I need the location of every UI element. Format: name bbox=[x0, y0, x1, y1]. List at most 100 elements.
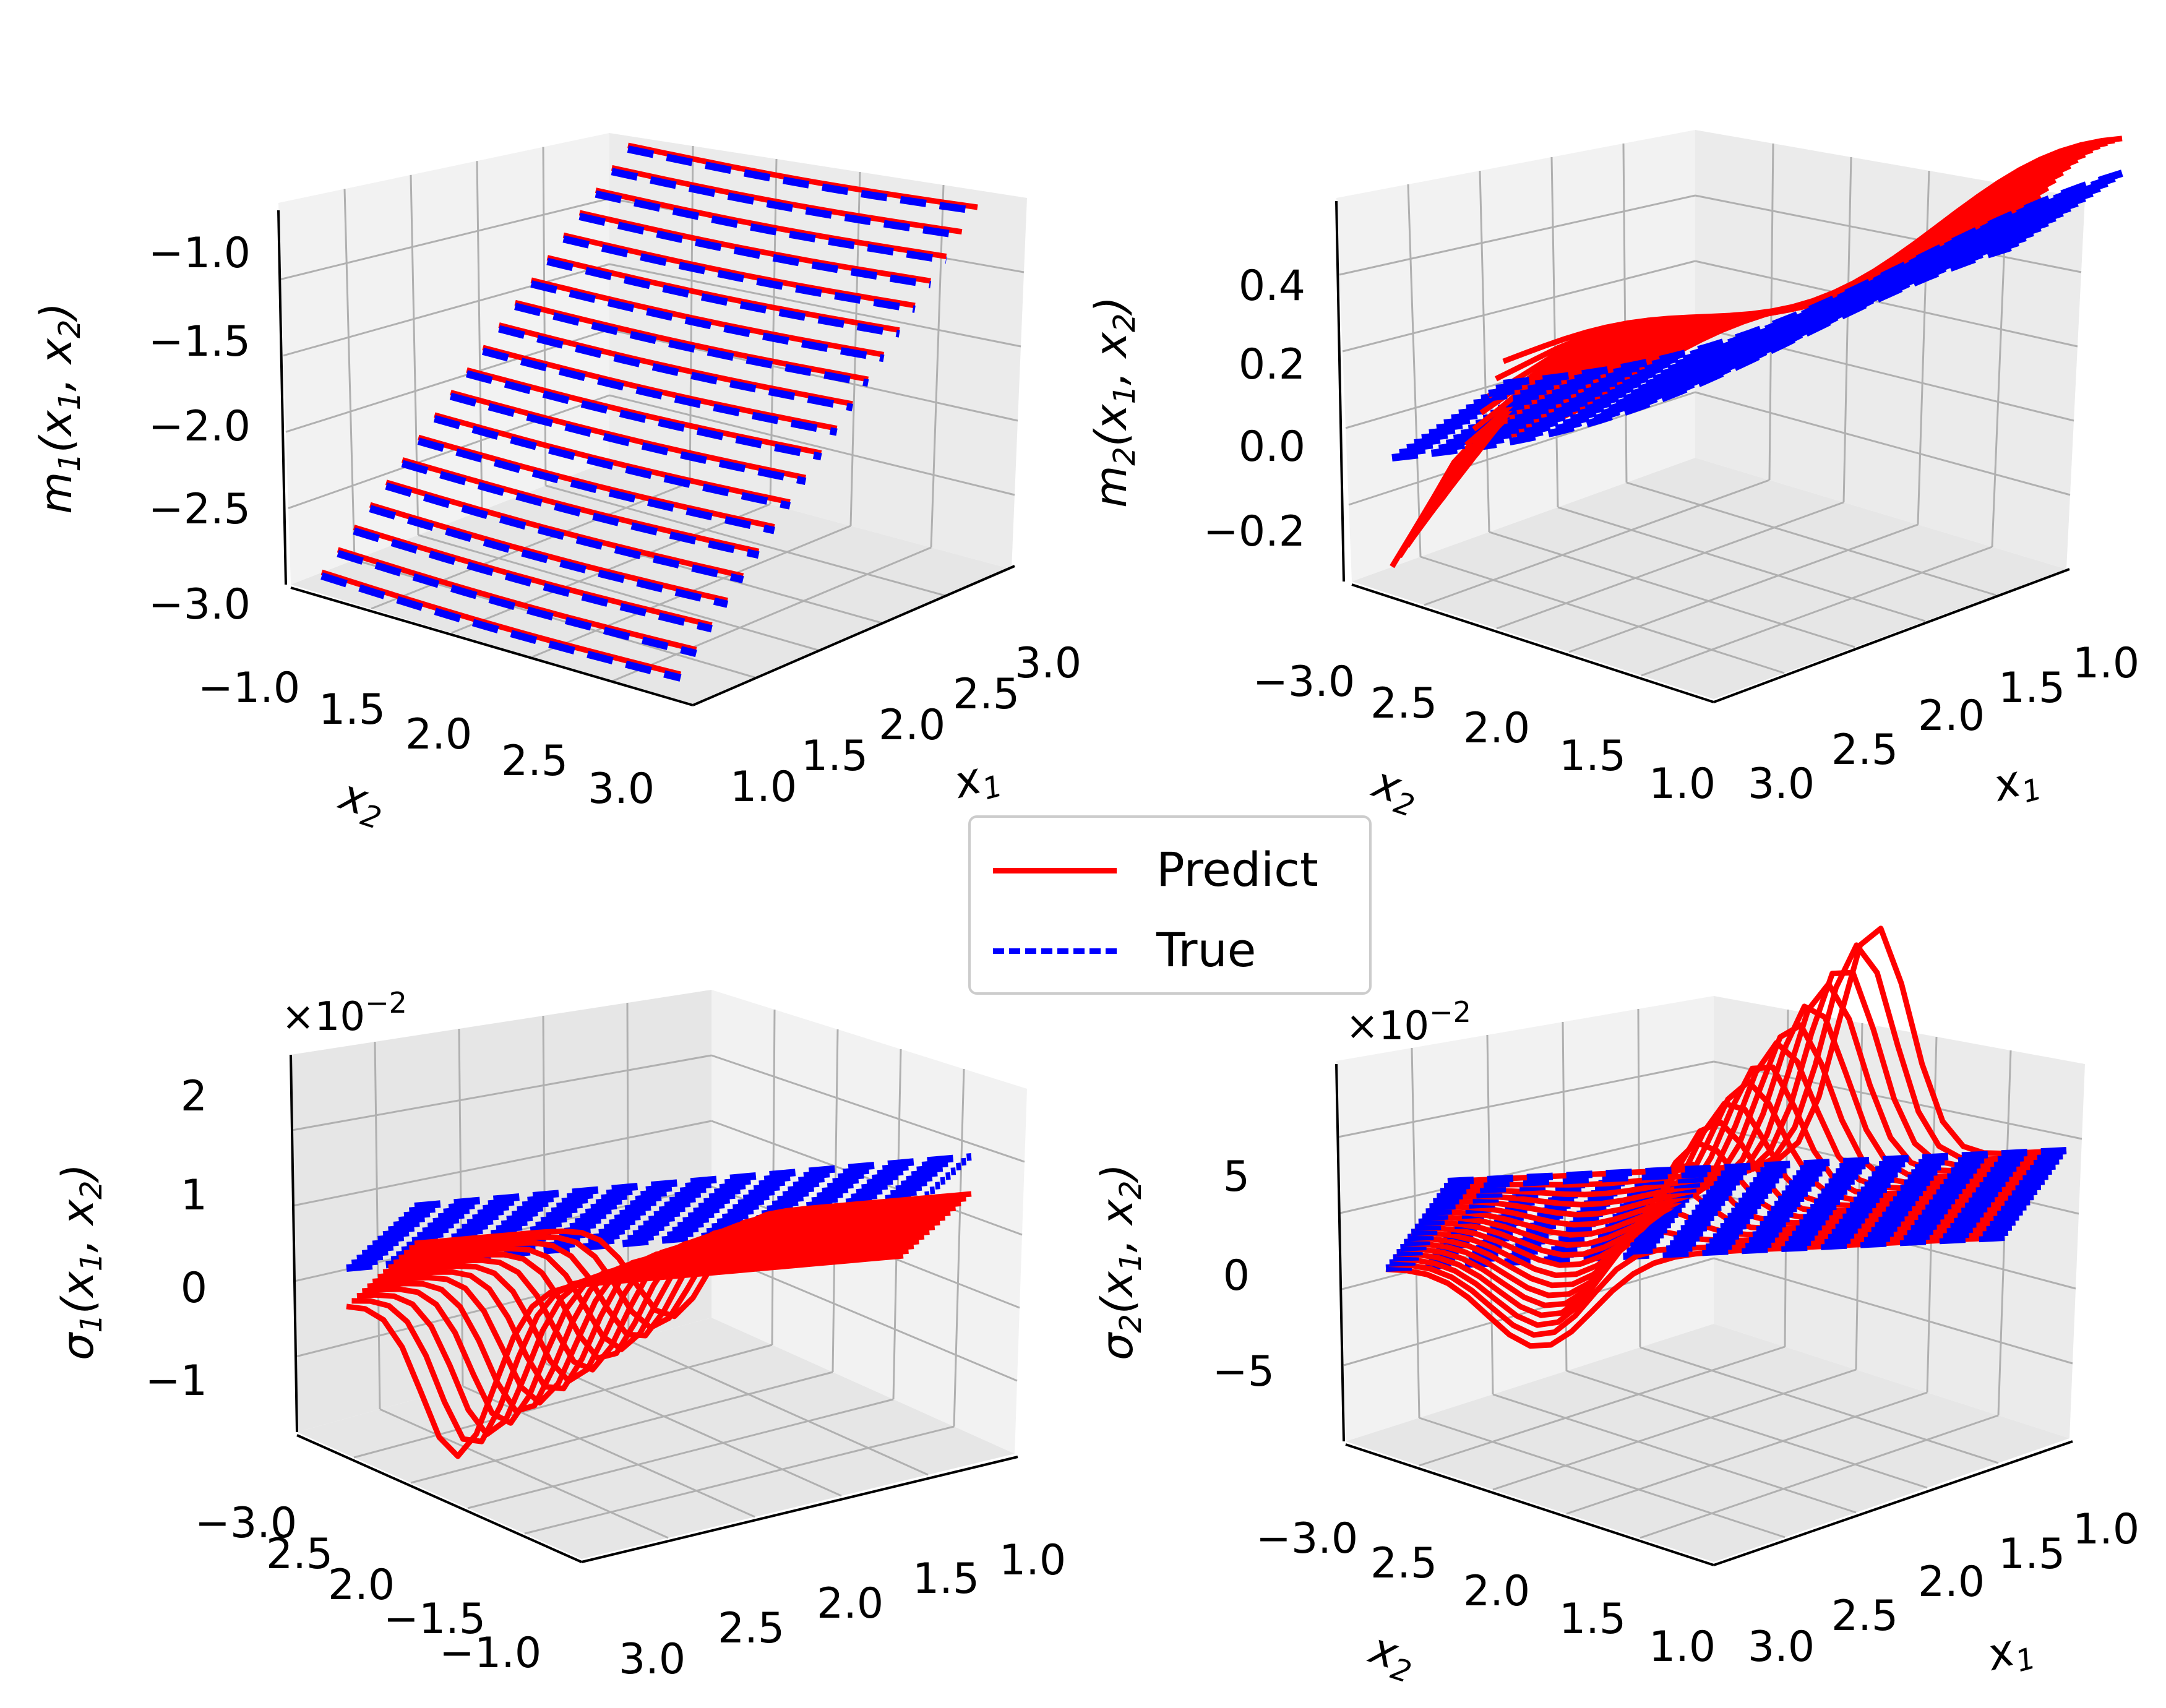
x1-axis-line bbox=[1713, 568, 2070, 703]
x1-tick-label: 1.5 bbox=[1998, 664, 2065, 713]
x2-tick-label: 1.5 bbox=[1559, 1595, 1626, 1644]
grid-line bbox=[1695, 260, 2078, 348]
pane-floor bbox=[1352, 458, 2066, 699]
predict-curve bbox=[414, 1191, 972, 1320]
x2-tick-label: −3.0 bbox=[195, 1499, 297, 1548]
x1-tick-label: 1.0 bbox=[999, 1536, 1066, 1585]
true-curve bbox=[562, 235, 916, 313]
grid-line bbox=[1695, 391, 2071, 496]
predict-curve bbox=[388, 1215, 946, 1373]
grid-line bbox=[288, 394, 610, 510]
z-tick-label: −5 bbox=[1213, 1347, 1274, 1396]
true-curve bbox=[398, 1167, 956, 1225]
x1-axis-line bbox=[692, 565, 1015, 706]
multiplier-label: ×10−2 bbox=[1346, 995, 1471, 1049]
grid-line bbox=[410, 174, 419, 536]
predict-curve bbox=[409, 1196, 966, 1331]
legend-swatch-solid bbox=[993, 868, 1117, 873]
grid-line bbox=[476, 161, 483, 511]
x1-tick-label: 2.0 bbox=[1918, 1558, 1985, 1607]
grid-line bbox=[1641, 546, 1993, 677]
x1-tick-label: 1.0 bbox=[730, 763, 797, 812]
grid-line bbox=[1419, 1345, 1786, 1467]
panel-sigma1: 2 1 0 −1 ×10−2 σ1(x1, x2) −3.0 2.5 2.0 −… bbox=[53, 986, 1066, 1684]
x1-tick-label: 1.5 bbox=[801, 732, 868, 781]
x2-tick-label: 3.0 bbox=[588, 765, 655, 813]
x1-axis-label: x1 bbox=[947, 748, 1006, 814]
grid-line bbox=[545, 484, 948, 598]
x2-tick-label: 2.5 bbox=[1370, 679, 1437, 728]
predict-curve bbox=[398, 1205, 956, 1352]
grid-line bbox=[609, 263, 1021, 348]
x2-tick-label: 2.5 bbox=[266, 1530, 333, 1579]
legend-item-predict: Predict bbox=[971, 833, 1369, 901]
predict-curve bbox=[356, 1243, 914, 1438]
grid-line bbox=[1420, 556, 1785, 674]
x1-tick-label: 2.5 bbox=[1831, 726, 1898, 775]
grid-line bbox=[930, 184, 945, 548]
grid-line bbox=[1640, 1414, 1999, 1539]
x1-axis-label: x1 bbox=[1980, 1620, 2039, 1686]
x2-tick-label: −3.0 bbox=[1256, 1514, 1358, 1563]
grid-line bbox=[1566, 1391, 1928, 1515]
x2-axis-line bbox=[296, 1434, 582, 1563]
x1-tick-label: 1.0 bbox=[2073, 1505, 2139, 1554]
x1-axis-label: x1 bbox=[1987, 751, 2045, 817]
grid-line bbox=[609, 394, 1015, 496]
z-axis-line bbox=[290, 1054, 298, 1433]
panel-sigma2: 5 0 −5 ×10−2 σ2(x1, x2) −3.0 2.5 2.0 1.5… bbox=[1092, 925, 2139, 1690]
grid-line bbox=[1842, 157, 1852, 503]
x2-tick-label: 1.5 bbox=[319, 685, 385, 734]
x1-tick-label: 1.5 bbox=[913, 1555, 979, 1603]
x1-tick-label: 2.0 bbox=[817, 1579, 883, 1628]
panel-m2: 0.4 0.2 0.0 −0.2 m2(x1, x2) −3.0 2.5 2.0… bbox=[1086, 130, 2139, 824]
grid-line bbox=[1622, 143, 1628, 483]
z-tick-label: −1.5 bbox=[148, 317, 251, 366]
x1-tick-label: 2.5 bbox=[1831, 1592, 1898, 1641]
x1-tick-label: 1.0 bbox=[2073, 639, 2139, 688]
z-tick-label: 0.2 bbox=[1239, 340, 1305, 389]
legend-label: Predict bbox=[1156, 842, 1318, 897]
grid-line bbox=[711, 1054, 1025, 1163]
x1-tick-label: 3.0 bbox=[1748, 760, 1815, 809]
grid-line bbox=[371, 481, 690, 610]
z-tick-label: −2.0 bbox=[148, 402, 251, 451]
legend-item-true: True bbox=[971, 914, 1369, 982]
grid-line bbox=[343, 189, 356, 560]
true-curve bbox=[320, 572, 682, 682]
grid-line bbox=[1695, 194, 2082, 273]
z-tick-label: 0.0 bbox=[1239, 423, 1305, 471]
grid-line bbox=[769, 158, 778, 505]
x2-tick-label: 2.0 bbox=[1463, 1567, 1530, 1616]
z-axis-line bbox=[277, 210, 287, 585]
grid-line bbox=[1917, 170, 1930, 525]
true-curve bbox=[433, 415, 791, 510]
z-tick-label: 0 bbox=[181, 1264, 207, 1313]
grid-line bbox=[291, 1054, 712, 1131]
z-tick-label: 2 bbox=[181, 1072, 207, 1121]
true-curve bbox=[382, 1182, 940, 1239]
x1-tick-label: 2.5 bbox=[953, 670, 1020, 719]
pane-left bbox=[278, 133, 609, 585]
z-tick-label: −1 bbox=[145, 1357, 207, 1405]
x2-tick-label: 1.0 bbox=[1649, 760, 1716, 809]
grid-line bbox=[353, 1344, 773, 1459]
z-axis-label: σ2(x1, x2) bbox=[1092, 1164, 1148, 1360]
true-curve bbox=[1407, 1203, 2027, 1242]
x2-tick-label: −1.0 bbox=[198, 664, 300, 713]
grid-line bbox=[283, 263, 610, 357]
true-curve bbox=[530, 280, 885, 363]
x1-tick-label: 3.0 bbox=[619, 1635, 685, 1684]
legend: Predict True bbox=[968, 815, 1372, 995]
grid-line bbox=[1557, 506, 1926, 622]
x1-axis-line bbox=[1713, 1440, 2073, 1566]
legend-swatch-dashed bbox=[993, 948, 1117, 954]
grid-line bbox=[711, 1251, 1018, 1382]
true-curve bbox=[578, 213, 932, 289]
grid-line bbox=[410, 1371, 833, 1484]
x1-axis-line bbox=[581, 1456, 1018, 1563]
grid-line bbox=[374, 1041, 381, 1410]
true-curve bbox=[1443, 1152, 2063, 1191]
x2-axis-line bbox=[1345, 1443, 1714, 1566]
grid-line bbox=[1424, 479, 1770, 606]
